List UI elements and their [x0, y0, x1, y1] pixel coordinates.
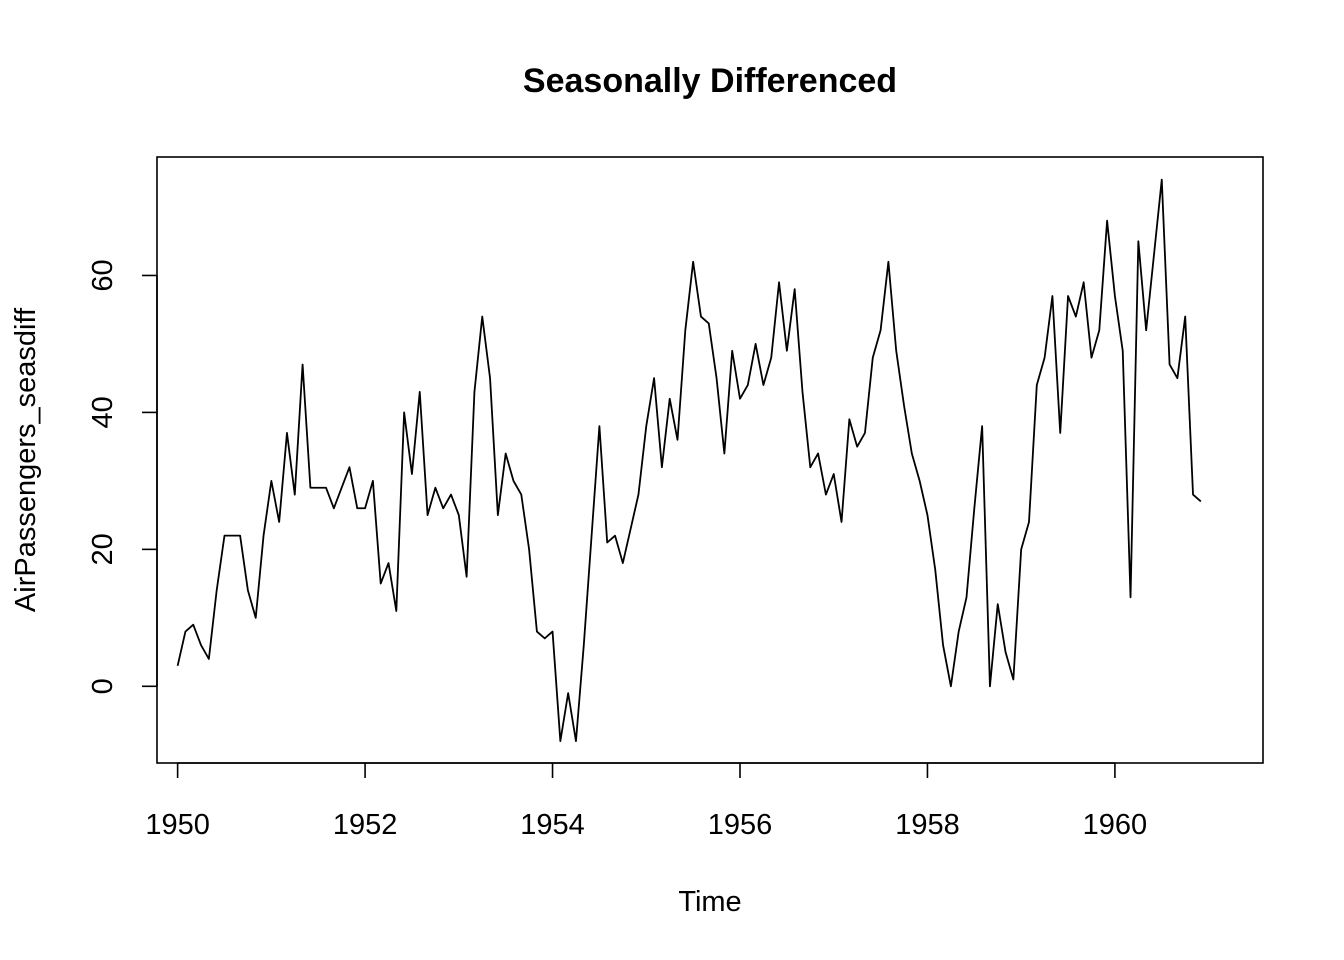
x-axis: 1950 1952 1954 1956 1958 1960: [145, 762, 1148, 841]
x-tick-label: 1956: [708, 809, 773, 841]
y-axis-label: AirPassengers_seasdiff: [10, 307, 42, 612]
x-tick-label: 1960: [1083, 809, 1148, 841]
x-tick-label: 1950: [145, 809, 210, 841]
data-points: [177, 179, 1202, 742]
plot-frame: [156, 156, 1264, 764]
y-tick-label: 20: [87, 533, 119, 565]
y-tick-label: 40: [87, 396, 119, 428]
x-axis-label: Time: [678, 886, 741, 918]
x-tick-label: 1958: [895, 809, 960, 841]
series-line: [176, 178, 1202, 742]
x-tick-label: 1954: [520, 809, 585, 841]
y-tick-label: 60: [87, 259, 119, 291]
y-tick-label: 0: [87, 678, 119, 694]
y-axis: 0 20 40 60: [87, 259, 158, 694]
chart-title: Seasonally Differenced: [523, 62, 897, 100]
x-tick-label: 1952: [333, 809, 398, 841]
